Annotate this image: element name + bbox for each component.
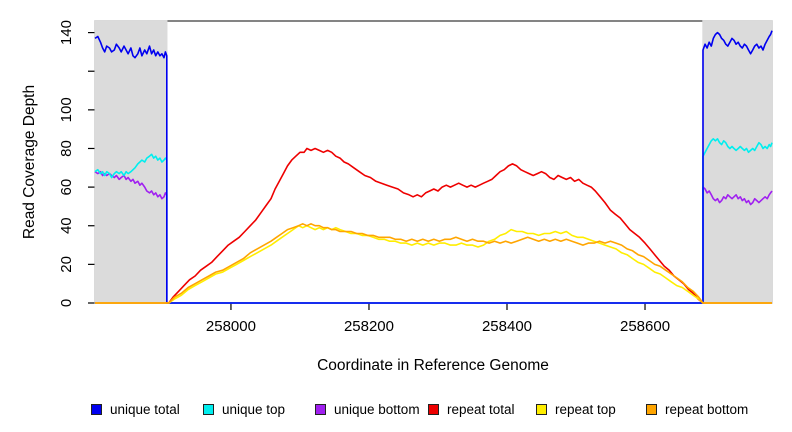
legend-swatch	[203, 403, 214, 415]
series-unique-total	[94, 30, 773, 304]
legend-item-repeat-bottom: repeat bottom	[646, 399, 748, 419]
y-tick-label: 140	[58, 20, 75, 45]
legend-swatch	[315, 403, 326, 415]
series-repeat-top	[95, 224, 772, 304]
legend-item-repeat-top: repeat top	[536, 399, 616, 419]
legend-label: repeat total	[447, 401, 515, 417]
masked-region	[94, 20, 168, 304]
plot-border	[94, 20, 773, 304]
legend-label: repeat top	[555, 401, 616, 417]
legend-swatch	[428, 403, 439, 415]
legend-swatch	[536, 403, 547, 415]
legend-swatch	[646, 403, 657, 415]
legend-label: repeat bottom	[665, 401, 749, 417]
legend-swatch	[91, 403, 102, 415]
x-tick-label: 258200	[344, 318, 394, 335]
y-tick-label: 80	[58, 140, 75, 157]
x-tick-label: 258400	[482, 318, 532, 335]
series-repeat-total	[95, 147, 772, 304]
y-tick-label: 40	[58, 217, 75, 234]
x-tick-label: 258600	[620, 318, 670, 335]
x-tick-label: 258000	[206, 318, 256, 335]
legend-item-unique-total: unique total	[91, 399, 180, 419]
series-repeat-bottom	[95, 223, 772, 304]
series-unique-top	[94, 138, 773, 304]
y-tick-label: 60	[58, 179, 75, 196]
y-tick-label: 20	[58, 256, 75, 273]
y-tick-label: 0	[58, 299, 75, 307]
legend-label: unique total	[110, 401, 180, 417]
y-axis-title: Read Coverage Depth	[21, 84, 38, 240]
legend-item-unique-bottom: unique bottom	[315, 399, 420, 419]
y-tick-label: 100	[58, 97, 75, 122]
legend-item-repeat-total: repeat total	[428, 399, 515, 419]
legend-label: unique bottom	[334, 401, 420, 417]
legend: unique total unique top unique bottom repea…	[0, 399, 792, 421]
legend-label: unique top	[222, 401, 286, 417]
legend-item-unique-top: unique top	[203, 399, 285, 419]
masked-region	[702, 20, 773, 304]
x-axis-title: Coordinate in Reference Genome	[317, 357, 549, 374]
